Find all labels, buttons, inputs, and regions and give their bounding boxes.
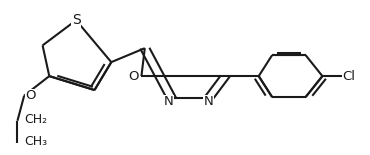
Text: CH₃: CH₃	[24, 135, 47, 148]
Text: O: O	[128, 70, 138, 83]
Text: O: O	[26, 89, 36, 102]
Text: N: N	[204, 95, 213, 108]
Text: CH₂: CH₂	[24, 113, 47, 126]
Text: S: S	[72, 13, 80, 27]
Text: N: N	[164, 95, 173, 108]
Text: Cl: Cl	[343, 70, 356, 83]
